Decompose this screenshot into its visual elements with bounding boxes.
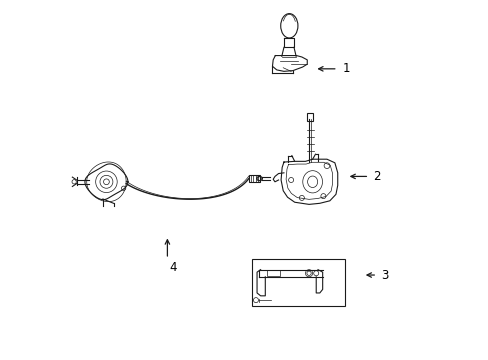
Text: 2: 2 [373, 170, 380, 183]
Text: 4: 4 [169, 261, 176, 274]
Bar [306, 113, 313, 121]
Bar [251, 259, 344, 306]
Text: 3: 3 [381, 269, 388, 282]
Bar [266, 270, 280, 276]
Text: 1: 1 [343, 62, 350, 75]
Bar [248, 175, 260, 182]
